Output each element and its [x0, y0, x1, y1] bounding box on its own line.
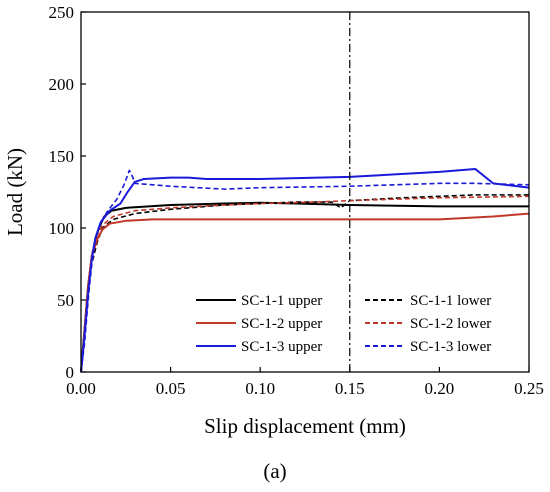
plot-frame	[80, 11, 530, 373]
x-tick-label: 0.05	[156, 379, 186, 398]
x-tick-label: 0.20	[425, 379, 455, 398]
legend-label: SC-1-2 upper	[241, 316, 322, 332]
y-tick-label: 150	[49, 147, 75, 166]
x-axis-title: Slip displacement (mm)	[204, 414, 406, 438]
legend-label: SC-1-1 upper	[241, 293, 322, 309]
series-layer	[80, 167, 530, 373]
legend-label: SC-1-3 lower	[410, 339, 491, 355]
figure-caption: (a)	[263, 459, 286, 483]
legend: SC-1-1 upper SC-1-1 lower SC-1-2 upper SC-1…	[196, 293, 491, 355]
x-tick-label: 0.15	[335, 379, 365, 398]
x-tick-label: 0.10	[245, 379, 275, 398]
legend-label: SC-1-3 upper	[241, 339, 322, 355]
x-tick-label: 0.25	[514, 379, 544, 398]
y-tick-label: 0	[66, 363, 75, 382]
y-tick-label: 50	[57, 291, 74, 310]
y-tick-label: 200	[49, 75, 75, 94]
legend-label: SC-1-2 lower	[410, 316, 491, 332]
legend-label: SC-1-1 lower	[410, 293, 491, 309]
y-tick-label: 250	[49, 3, 75, 22]
x-tick-label: 0.00	[66, 379, 96, 398]
tick-layer: 0.00 0.05 0.10 0.15 0.20 0.25 0 50 100 150 200 250	[49, 3, 544, 398]
y-tick-label: 100	[49, 219, 75, 238]
series-line-6	[80, 169, 530, 373]
y-axis-title: Load (kN)	[3, 148, 27, 236]
